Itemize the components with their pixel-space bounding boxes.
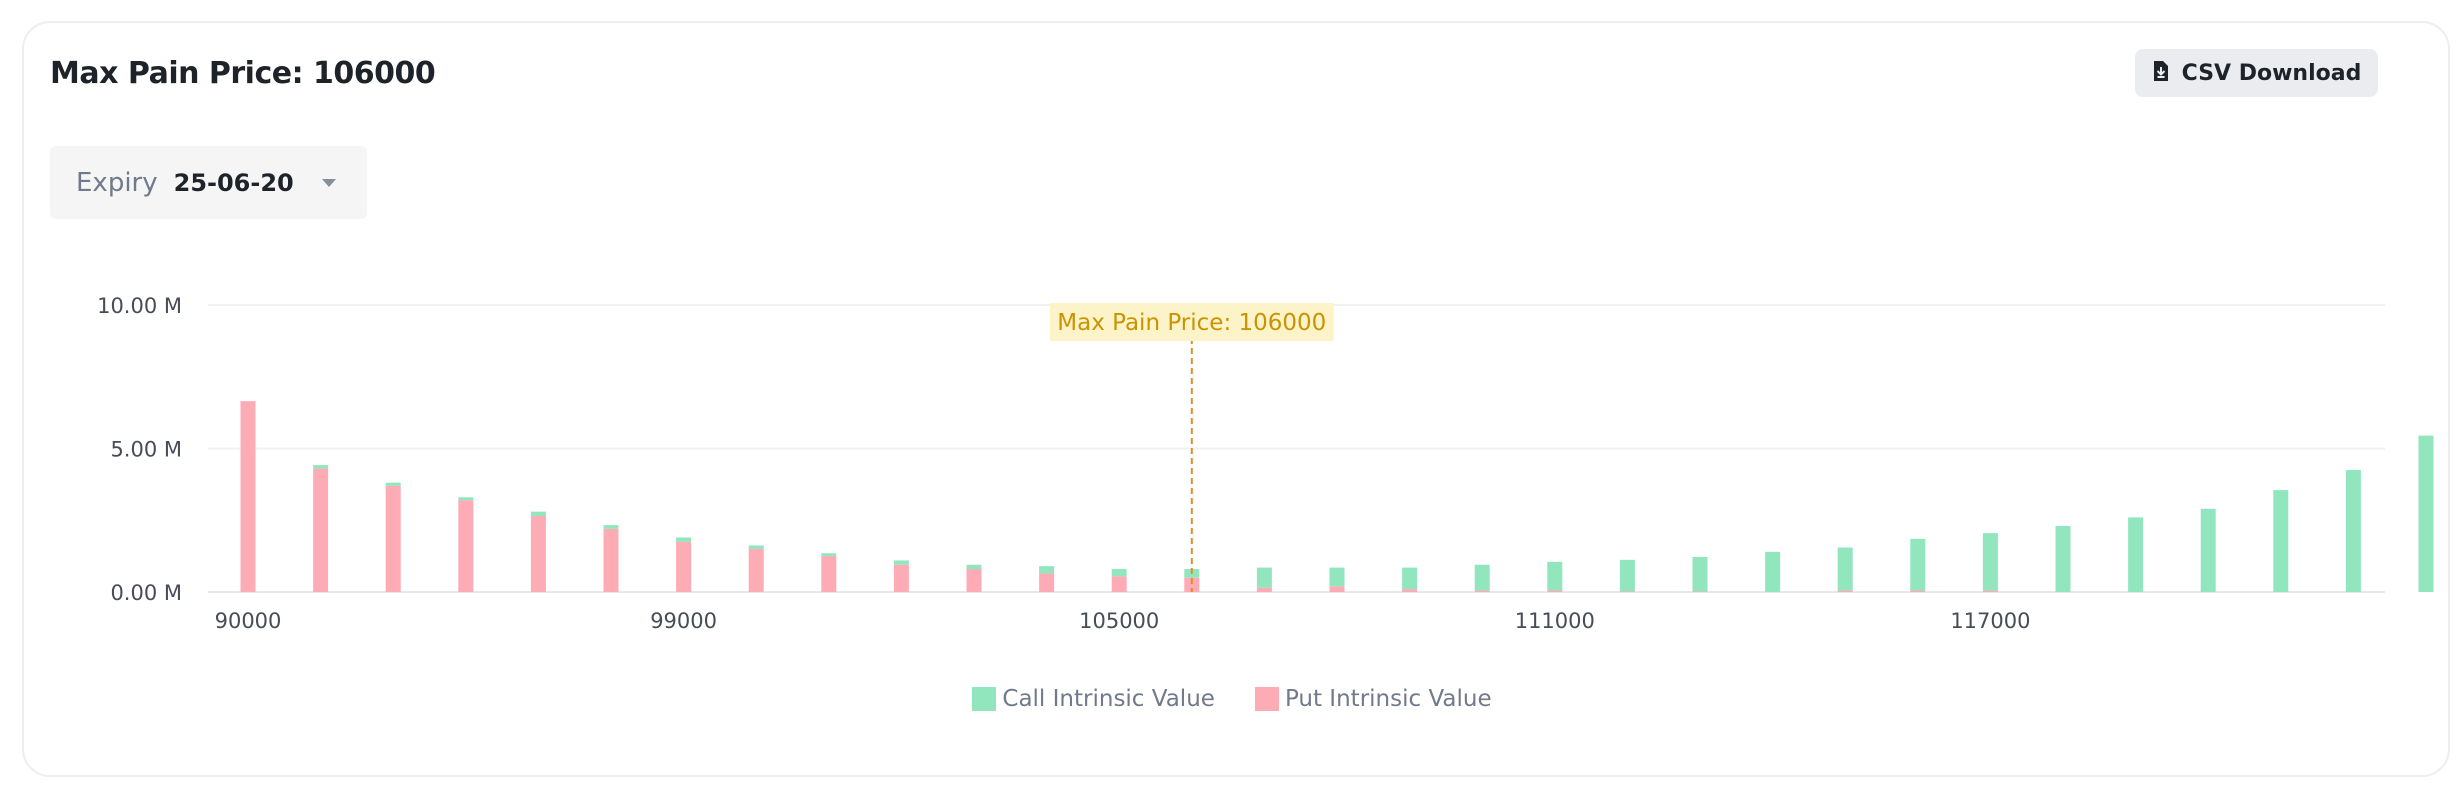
bar-put [1619, 591, 1635, 592]
bar-put [676, 541, 692, 592]
bar-call [2345, 470, 2361, 592]
bar-put [966, 569, 982, 592]
bar-call [1619, 559, 1635, 592]
bar-put [1111, 576, 1127, 592]
y-tick-label: 10.00 M [97, 294, 182, 318]
bar-put [385, 485, 401, 592]
bar-call [1982, 533, 1998, 591]
bar-call [458, 497, 474, 501]
bar-put [1982, 590, 1998, 592]
bar-call [1111, 569, 1127, 577]
x-tick-label: 105000 [1079, 609, 1159, 633]
bar-call [2128, 517, 2144, 592]
bar-put [530, 515, 546, 592]
bar-call [966, 564, 982, 570]
bar-call [1910, 538, 1926, 591]
bar-put [1184, 577, 1200, 592]
bar-put [1910, 590, 1926, 592]
bar-call [2200, 508, 2216, 592]
bar-call [2273, 490, 2289, 592]
bar-call [1329, 567, 1345, 587]
bar-put [821, 556, 837, 592]
bar-call [1474, 564, 1490, 591]
legend-label-call: Call Intrinsic Value [1002, 686, 1215, 712]
legend-swatch-put [1254, 687, 1279, 711]
bar-call [676, 537, 692, 542]
expiry-label: Expiry [76, 167, 158, 198]
bar-put [603, 528, 619, 592]
bar-put [313, 468, 329, 592]
legend-label-put: Put Intrinsic Value [1284, 686, 1492, 712]
bar-put [1547, 590, 1563, 592]
csv-download-label: CSV Download [2181, 60, 2362, 86]
max-pain-label: Max Pain Price: 106000 [1057, 310, 1326, 336]
legend-swatch-call [972, 687, 997, 711]
bar-call [530, 511, 546, 516]
csv-download-button[interactable]: CSV Download [2135, 49, 2378, 97]
x-tick-label: 117000 [1950, 609, 2030, 633]
bar-call [313, 465, 329, 469]
bar-call [385, 482, 401, 486]
bar-call [2418, 435, 2434, 592]
y-tick-label: 0.00 M [110, 581, 182, 605]
bar-put [1402, 589, 1418, 592]
bar-call [1765, 551, 1781, 592]
bar-call [1256, 567, 1272, 588]
chevron-down-icon [321, 178, 336, 187]
bar-call [1039, 566, 1055, 574]
expiry-select[interactable]: Expiry 25-06-20 [50, 146, 367, 219]
bar-call [1402, 567, 1418, 590]
chart-legend: Call Intrinsic Value Put Intrinsic Value [0, 686, 2464, 712]
bar-call [1837, 547, 1853, 591]
bar-put [1039, 573, 1055, 592]
bar-call [821, 553, 837, 557]
bar-call [2055, 525, 2071, 592]
file-download-icon [2152, 60, 2170, 86]
bar-put [1692, 591, 1708, 592]
bar-put [1837, 590, 1853, 592]
x-tick-label: 111000 [1515, 609, 1595, 633]
bar-put [1329, 586, 1345, 592]
page-title: Max Pain Price: 106000 [50, 56, 436, 91]
bar-call [1692, 556, 1708, 592]
max-pain-label-bg [1049, 303, 1334, 341]
x-tick-label: 90000 [215, 609, 282, 633]
bar-put [1256, 587, 1272, 592]
bar-put [240, 401, 256, 592]
bar-call [1547, 561, 1563, 591]
bar-put [748, 548, 764, 592]
legend-item-put[interactable]: Put Intrinsic Value [1254, 686, 1492, 712]
bar-put [1474, 590, 1490, 592]
max-pain-card [22, 21, 2450, 777]
bar-put [893, 564, 909, 592]
bar-put [458, 500, 474, 592]
x-tick-label: 99000 [650, 609, 717, 633]
bar-call [603, 525, 619, 529]
y-tick-label: 5.00 M [110, 438, 182, 462]
expiry-value: 25-06-20 [173, 168, 294, 197]
legend-item-call[interactable]: Call Intrinsic Value [972, 686, 1215, 712]
bar-call [893, 560, 909, 565]
bar-call [748, 545, 764, 549]
